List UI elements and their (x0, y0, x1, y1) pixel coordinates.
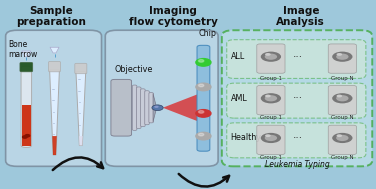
FancyBboxPatch shape (21, 66, 32, 147)
Text: AML: AML (230, 94, 247, 103)
Text: ALL: ALL (230, 52, 245, 61)
Circle shape (196, 132, 211, 140)
FancyBboxPatch shape (20, 62, 33, 72)
Text: Imaging
flow cytometry: Imaging flow cytometry (129, 6, 217, 27)
Circle shape (265, 95, 277, 101)
Circle shape (261, 133, 281, 143)
Polygon shape (163, 94, 197, 121)
Text: Sample
preparation: Sample preparation (16, 6, 86, 27)
Polygon shape (22, 51, 31, 57)
FancyBboxPatch shape (105, 30, 218, 166)
Circle shape (265, 135, 277, 141)
Circle shape (23, 136, 27, 138)
Circle shape (261, 52, 281, 62)
FancyBboxPatch shape (111, 79, 132, 136)
Circle shape (196, 110, 211, 117)
Circle shape (265, 134, 271, 137)
Circle shape (265, 53, 271, 56)
Polygon shape (153, 94, 156, 122)
Text: ···: ··· (293, 133, 303, 143)
Text: Bone
marrow: Bone marrow (8, 40, 38, 59)
FancyBboxPatch shape (6, 30, 102, 166)
Text: Objective: Objective (114, 65, 153, 74)
FancyBboxPatch shape (197, 45, 210, 151)
Text: Group 1: Group 1 (260, 115, 282, 120)
FancyBboxPatch shape (227, 40, 366, 78)
Circle shape (152, 105, 163, 111)
FancyBboxPatch shape (328, 86, 356, 115)
Circle shape (265, 94, 271, 98)
Circle shape (196, 59, 211, 66)
Circle shape (261, 93, 281, 103)
FancyBboxPatch shape (75, 63, 87, 74)
Circle shape (337, 53, 342, 56)
FancyBboxPatch shape (257, 44, 285, 73)
FancyBboxPatch shape (227, 83, 366, 118)
Polygon shape (76, 72, 86, 146)
Text: Image
Analysis: Image Analysis (276, 6, 325, 27)
FancyBboxPatch shape (136, 87, 141, 129)
Text: Group 1: Group 1 (260, 155, 282, 160)
FancyBboxPatch shape (257, 125, 285, 155)
Text: Leukemia Typing: Leukemia Typing (265, 160, 330, 169)
Text: Group N: Group N (331, 76, 354, 81)
Circle shape (196, 83, 211, 91)
Circle shape (337, 94, 342, 98)
Circle shape (336, 135, 349, 141)
Text: Healthy: Healthy (230, 133, 261, 143)
FancyBboxPatch shape (257, 86, 285, 115)
Circle shape (265, 54, 277, 60)
Circle shape (25, 135, 30, 137)
Text: ···: ··· (293, 93, 303, 103)
FancyBboxPatch shape (227, 123, 366, 158)
Circle shape (336, 54, 349, 60)
Circle shape (199, 111, 204, 113)
FancyBboxPatch shape (328, 44, 356, 73)
Text: Chip: Chip (198, 29, 216, 38)
Circle shape (154, 106, 159, 108)
Polygon shape (52, 136, 57, 155)
Text: ···: ··· (293, 52, 303, 62)
FancyBboxPatch shape (149, 93, 153, 123)
Circle shape (332, 93, 353, 103)
Circle shape (199, 84, 204, 87)
FancyBboxPatch shape (132, 85, 137, 130)
FancyBboxPatch shape (222, 30, 372, 166)
Polygon shape (50, 47, 59, 53)
Circle shape (332, 133, 353, 143)
Circle shape (336, 95, 349, 101)
Text: Group 1: Group 1 (260, 76, 282, 81)
Polygon shape (50, 70, 59, 155)
FancyBboxPatch shape (145, 91, 149, 125)
Text: Group N: Group N (331, 115, 354, 120)
Circle shape (199, 60, 204, 62)
FancyBboxPatch shape (328, 125, 356, 155)
Circle shape (199, 133, 204, 136)
Circle shape (332, 52, 353, 62)
FancyBboxPatch shape (49, 61, 61, 72)
FancyBboxPatch shape (141, 89, 145, 127)
Circle shape (337, 134, 342, 137)
Polygon shape (79, 136, 83, 146)
Bar (22, 105, 31, 146)
Text: Group N: Group N (331, 155, 354, 160)
